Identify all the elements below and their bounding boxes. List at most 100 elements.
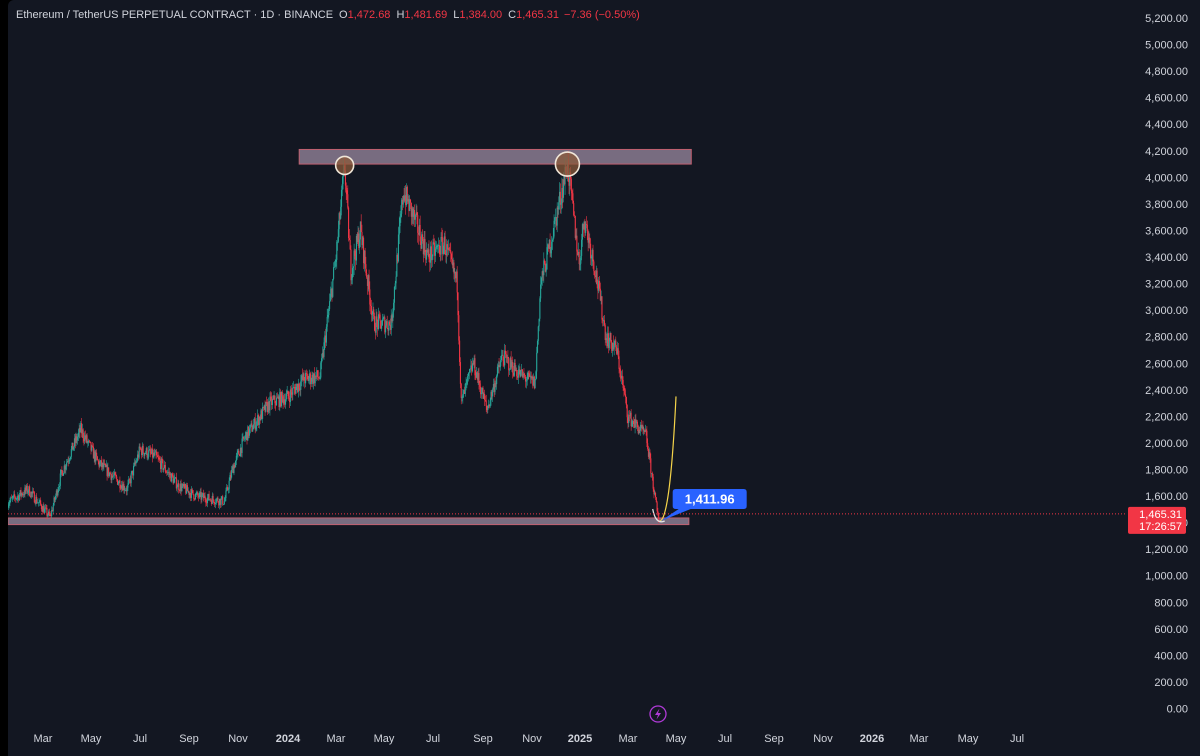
candle-body: [328, 309, 330, 316]
chart-frame: Ethereum / TetherUS PERPETUAL CONTRACT ·…: [8, 0, 1200, 756]
candle-body: [316, 370, 318, 377]
price-tick-label: 3,400.00: [1145, 252, 1188, 264]
candle-body: [508, 358, 510, 371]
candle-body: [651, 473, 653, 475]
candle-body: [541, 271, 543, 278]
candle-body: [246, 432, 248, 441]
candle-body: [345, 185, 347, 191]
candle-body: [22, 494, 24, 496]
candle-body: [44, 508, 46, 514]
candle-body: [530, 375, 532, 379]
candle-body: [358, 233, 360, 248]
candle-body: [326, 316, 328, 327]
candle-body: [349, 240, 351, 250]
price-chart[interactable]: 5,200.00 5,000.00 4,800.00 4,600.00 4,400.00…: [8, 0, 1200, 756]
peak-marker[interactable]: [554, 151, 581, 177]
candle-body: [445, 254, 447, 256]
candle-body: [562, 179, 565, 198]
candle-body: [280, 392, 282, 407]
candle-body: [158, 457, 160, 460]
resistance-zone[interactable]: [298, 148, 692, 165]
candle-body: [137, 454, 139, 458]
candle-body: [77, 432, 79, 437]
candle-body: [604, 325, 606, 340]
candle-body: [292, 387, 294, 395]
candle-body: [86, 435, 88, 443]
candle-body: [254, 418, 256, 430]
candle-body: [461, 397, 463, 398]
candle-body: [547, 244, 549, 248]
candle-body: [202, 493, 205, 499]
candle-body: [245, 432, 247, 436]
candle-body: [227, 489, 229, 491]
candle-body: [325, 326, 327, 343]
candle-body: [307, 375, 309, 381]
candle-body: [305, 372, 307, 384]
time-axis[interactable]: Mar May Jul Sep Nov 2024 Mar May Jul Sep Nov 2025 Ma…: [34, 733, 1025, 745]
candle-body: [308, 378, 310, 381]
candle-body: [446, 244, 449, 250]
candle-body: [647, 448, 650, 457]
candle-body: [199, 491, 201, 493]
time-tick-label: Sep: [179, 733, 199, 745]
candle-body: [370, 304, 372, 306]
candle-body: [544, 260, 546, 264]
candle-body: [475, 375, 477, 378]
candle-body: [510, 357, 512, 368]
projection-curve[interactable]: [658, 396, 677, 522]
candle-body: [594, 275, 597, 278]
candle-body: [112, 475, 114, 477]
candle-body: [220, 498, 222, 505]
candle-body: [605, 338, 607, 340]
candle-body: [65, 466, 67, 470]
candle-body: [501, 354, 503, 356]
candle-body: [586, 224, 588, 231]
candle-body: [640, 424, 642, 431]
candle-body: [413, 210, 415, 217]
candle-body: [591, 249, 593, 257]
candle-body: [340, 189, 343, 207]
candle-body: [52, 505, 54, 512]
candle-body: [657, 511, 659, 516]
candle-body: [632, 420, 635, 425]
price-tick-label: 2,000.00: [1145, 438, 1188, 450]
support-zone[interactable]: [8, 517, 690, 526]
symbol-title[interactable]: Ethereum / TetherUS PERPETUAL CONTRACT ·…: [16, 9, 334, 21]
candle-body: [634, 419, 636, 428]
candle-body: [392, 311, 394, 321]
candle-body: [622, 380, 624, 388]
peak-marker[interactable]: [334, 155, 355, 176]
candle-body: [38, 501, 40, 503]
candle-body: [555, 217, 557, 219]
candle-body: [163, 468, 165, 470]
price-axis[interactable]: 5,200.00 5,000.00 4,800.00 4,600.00 4,400.00…: [1145, 13, 1188, 716]
last-price-tag: 1,465.31 17:26:57: [8, 506, 1186, 534]
candle-body: [210, 500, 213, 504]
price-tick-label: 4,200.00: [1145, 146, 1188, 158]
candle-body: [508, 369, 511, 371]
candle-body: [453, 262, 455, 274]
price-tick-label: 3,600.00: [1145, 225, 1188, 237]
price-tick-label: 4,800.00: [1145, 66, 1188, 78]
candle-body: [493, 384, 495, 392]
candle-body: [499, 366, 501, 368]
candle-body: [286, 390, 288, 394]
bolt-icon[interactable]: [649, 705, 667, 723]
candle-body: [253, 418, 255, 425]
candle-body: [366, 273, 368, 278]
candle-body: [278, 396, 280, 408]
candle-body: [438, 245, 441, 254]
price-tick-label: 400.00: [1154, 650, 1188, 662]
candle-body: [297, 383, 299, 392]
candle-body: [233, 465, 235, 474]
candle-body: [27, 491, 29, 493]
candle-body: [182, 483, 185, 487]
time-tick-label: 2024: [276, 733, 301, 745]
candle-body: [543, 260, 545, 276]
candle-body: [526, 378, 528, 381]
candle-body: [422, 240, 424, 255]
candle-body: [652, 476, 654, 489]
candle-body: [520, 370, 522, 377]
candle-body: [79, 427, 81, 433]
candle-body: [297, 383, 299, 392]
